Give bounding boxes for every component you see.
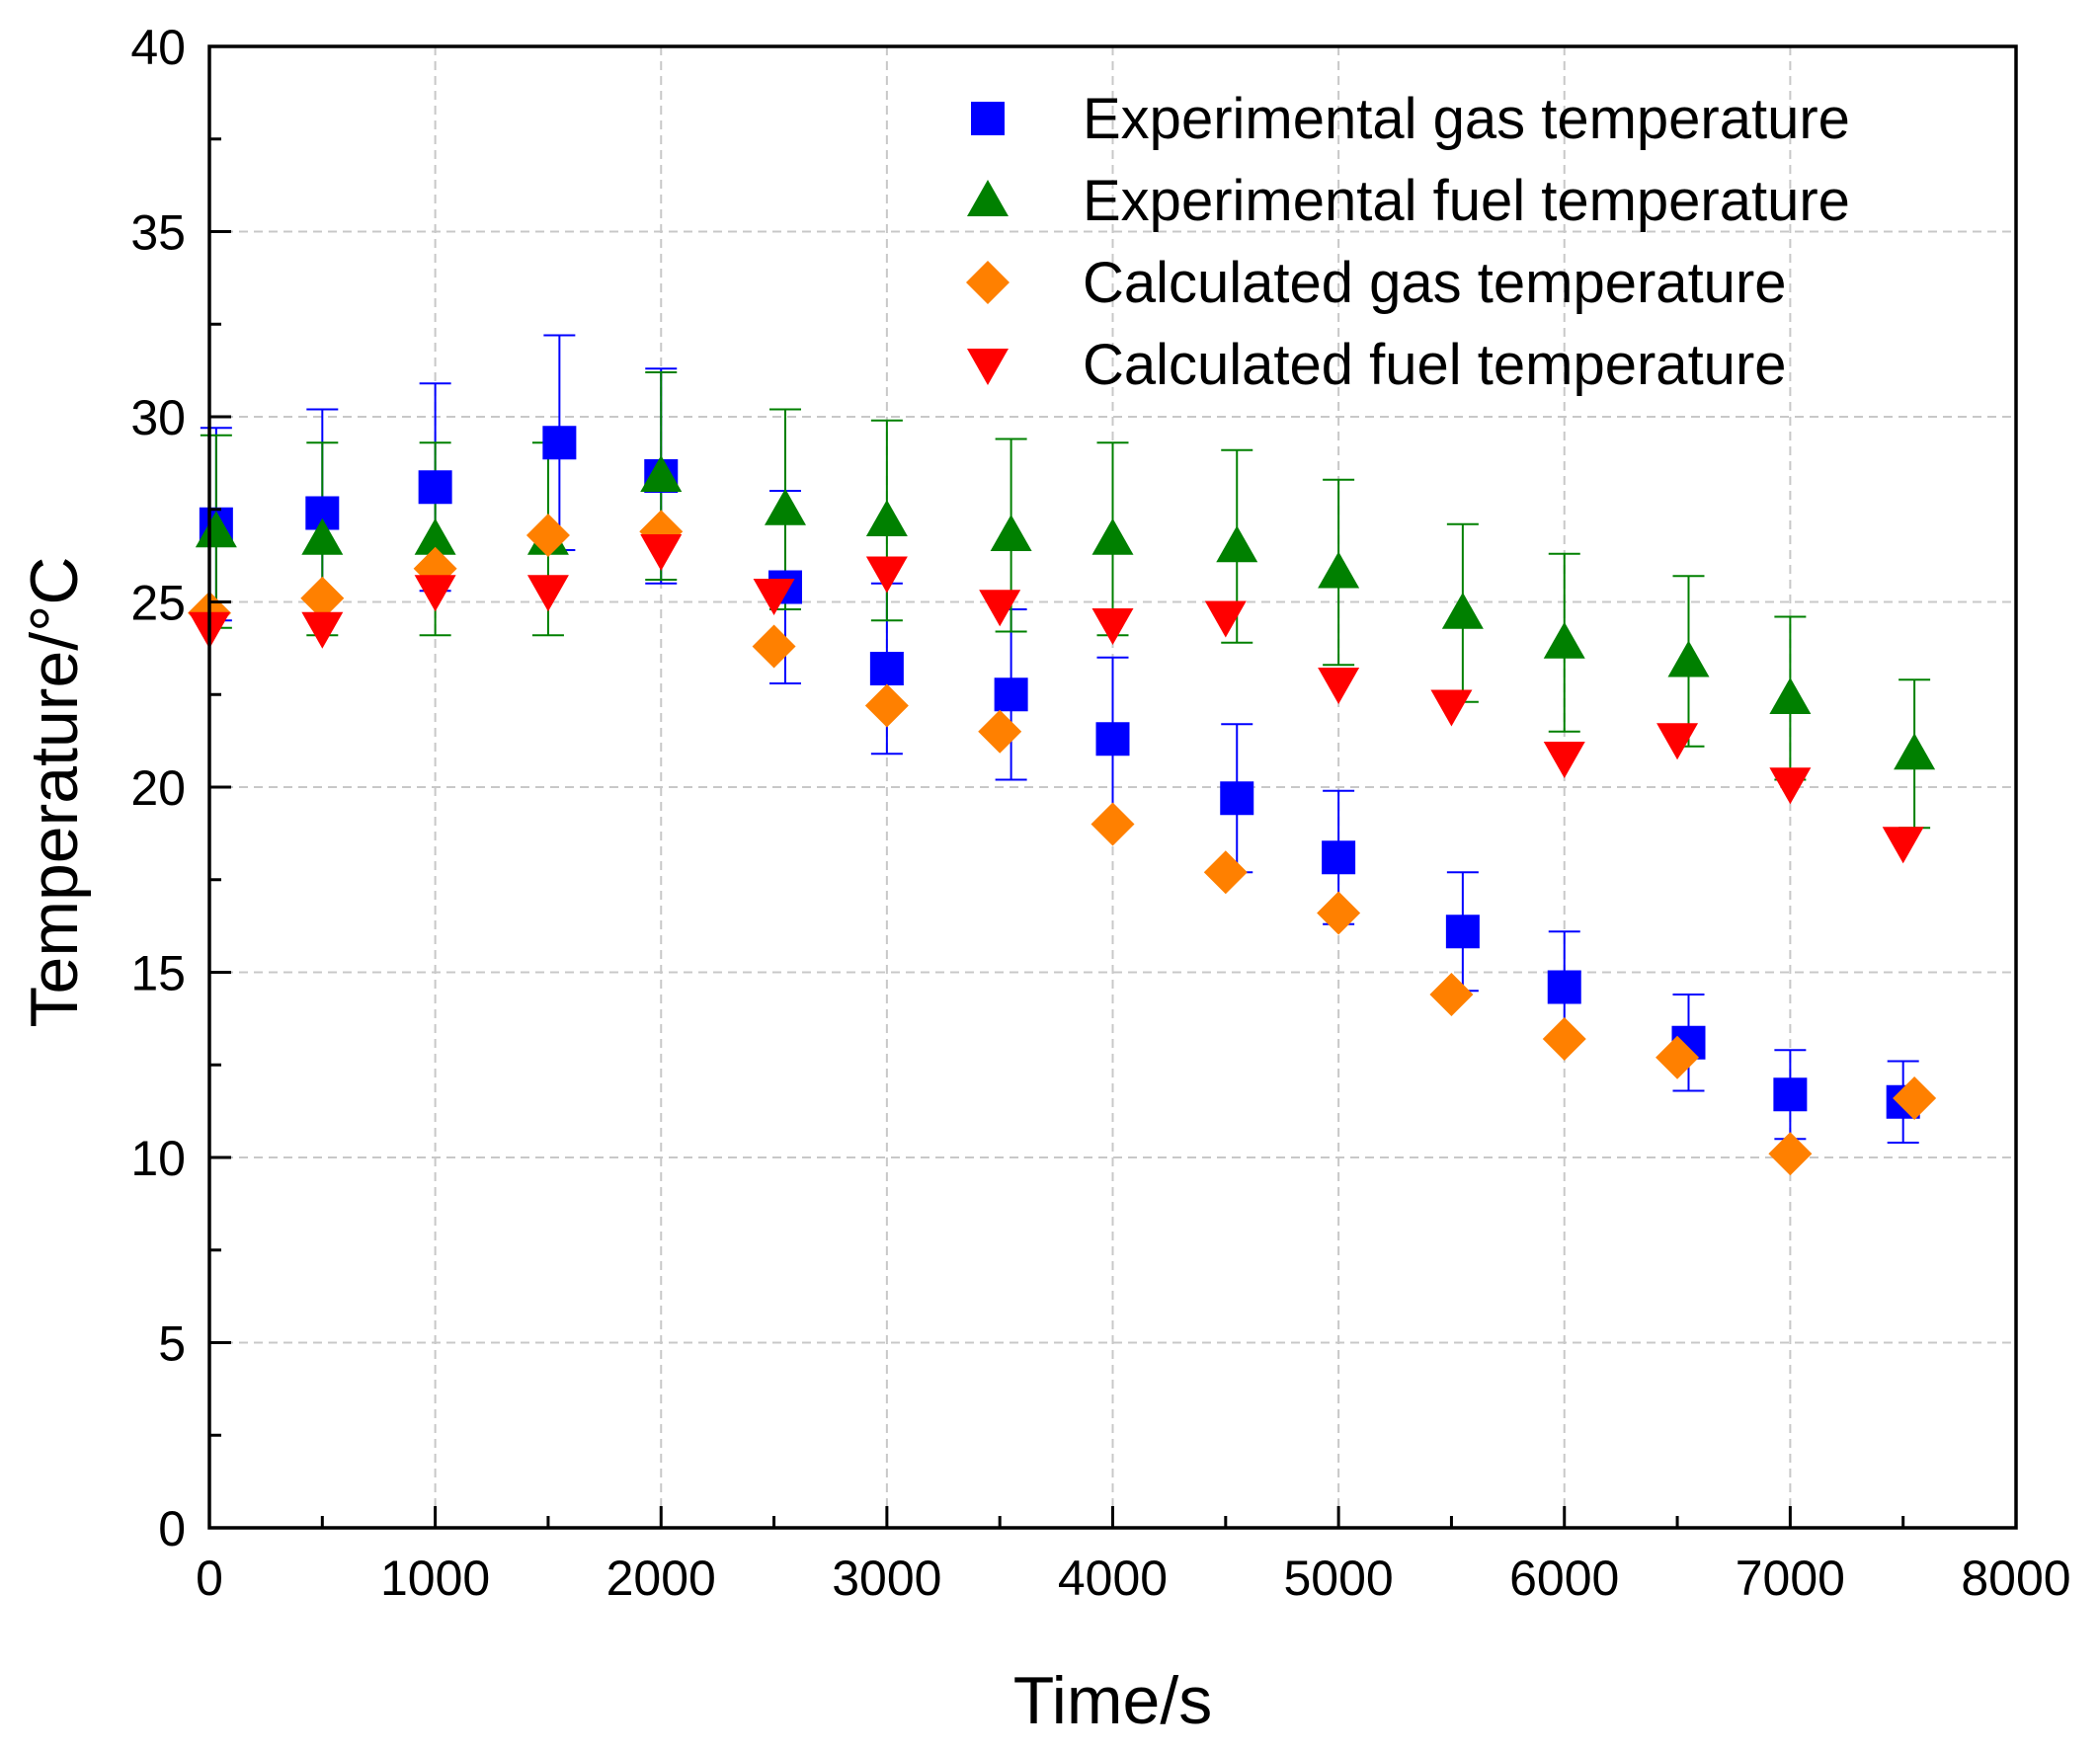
data-point: [869, 652, 904, 685]
data-point: [1091, 518, 1134, 555]
data-point: [1773, 1077, 1808, 1112]
data-point: [1445, 915, 1480, 949]
data-point: [1318, 551, 1360, 589]
data-point: [1441, 592, 1484, 629]
y-axis-title: Temperature/°C: [17, 557, 92, 1028]
y-tick-label: 10: [130, 1131, 186, 1186]
data-point: [978, 709, 1022, 754]
data-point: [414, 575, 456, 612]
x-tick-label: 4000: [1058, 1551, 1168, 1606]
y-tick-label: 20: [130, 760, 186, 816]
data-point: [640, 455, 683, 492]
data-point: [979, 590, 1021, 627]
data-point: [1894, 733, 1936, 770]
data-point: [753, 579, 795, 615]
data-point: [1542, 1017, 1586, 1061]
y-tick-label: 5: [158, 1316, 186, 1372]
legend: Experimental gas temperature Experimental…: [966, 87, 1850, 397]
data-point: [1547, 970, 1581, 1004]
data-point: [1204, 600, 1247, 638]
data-point: [418, 470, 452, 505]
data-point: [1893, 1076, 1937, 1120]
data-point: [195, 511, 237, 548]
data-point: [1429, 973, 1474, 1016]
data-point: [300, 576, 345, 620]
x-axis-title: Time/s: [1013, 1663, 1212, 1738]
y-tick-label: 0: [158, 1501, 186, 1556]
data-point: [865, 500, 908, 536]
data-point: [1430, 689, 1473, 727]
x-tick-label: 8000: [1961, 1551, 2070, 1606]
legend-item: Experimental gas temperature: [971, 87, 1850, 151]
legend-label: Calculated fuel temperature: [1083, 333, 1787, 397]
data-point: [542, 426, 577, 460]
y-tick-label: 25: [130, 576, 186, 631]
legend-label: Experimental fuel temperature: [1083, 169, 1850, 233]
y-tick-label: 35: [130, 205, 186, 261]
x-tick-label: 5000: [1284, 1551, 1394, 1606]
data-point: [1091, 608, 1134, 645]
data-point: [865, 556, 908, 594]
data-point: [1090, 802, 1135, 846]
data-point: [1220, 781, 1254, 816]
data-point: [1656, 1035, 1700, 1079]
data-point: [1656, 723, 1699, 760]
legend-item: Calculated fuel temperature: [967, 333, 1787, 397]
data-point: [1318, 668, 1360, 704]
legend-marker: [966, 261, 1010, 304]
y-tick-label: 15: [130, 946, 186, 1001]
data-point: [1317, 891, 1361, 935]
x-tick-label: 3000: [832, 1551, 941, 1606]
data-point: [640, 534, 683, 571]
data-point: [1769, 767, 1812, 805]
tick-labels: 0 1000 2000 3000 4000 5000 6000 7000 8000 0 5 10 15 2…: [130, 20, 2070, 1606]
data-point: [990, 515, 1032, 551]
data-point: [994, 677, 1028, 712]
x-tick-label: 0: [196, 1551, 223, 1606]
y-tick-label: 40: [130, 20, 186, 75]
data-point: [1543, 621, 1585, 659]
data-point: [1667, 640, 1710, 677]
data-point: [301, 611, 344, 649]
data-point: [1769, 677, 1812, 714]
legend-marker: [967, 349, 1009, 385]
data-point: [1543, 742, 1585, 778]
data-point: [864, 683, 909, 728]
data-point: [525, 514, 570, 557]
data-point: [1216, 525, 1258, 563]
data-point: [1322, 840, 1356, 875]
data-point: [752, 624, 796, 669]
axis-ticks: [207, 44, 2018, 1530]
legend-label: Experimental gas temperature: [1083, 87, 1850, 151]
x-tick-label: 7000: [1736, 1551, 1845, 1606]
data-point: [414, 518, 456, 555]
x-tick-label: 2000: [606, 1551, 716, 1606]
data-point: [1882, 827, 1924, 864]
legend-marker: [967, 180, 1009, 216]
data-point: [526, 575, 569, 612]
legend-item: Experimental fuel temperature: [967, 169, 1850, 233]
data-point: [764, 488, 806, 525]
data-point: [1095, 722, 1130, 757]
x-tick-label: 6000: [1509, 1551, 1619, 1606]
x-tick-label: 1000: [380, 1551, 490, 1606]
data-point: [301, 518, 344, 555]
data-point: [1768, 1132, 1813, 1176]
legend-item: Calculated gas temperature: [966, 251, 1787, 315]
data-point: [1203, 850, 1248, 895]
y-tick-label: 30: [130, 390, 186, 445]
legend-marker: [971, 102, 1005, 135]
legend-label: Calculated gas temperature: [1083, 251, 1787, 315]
